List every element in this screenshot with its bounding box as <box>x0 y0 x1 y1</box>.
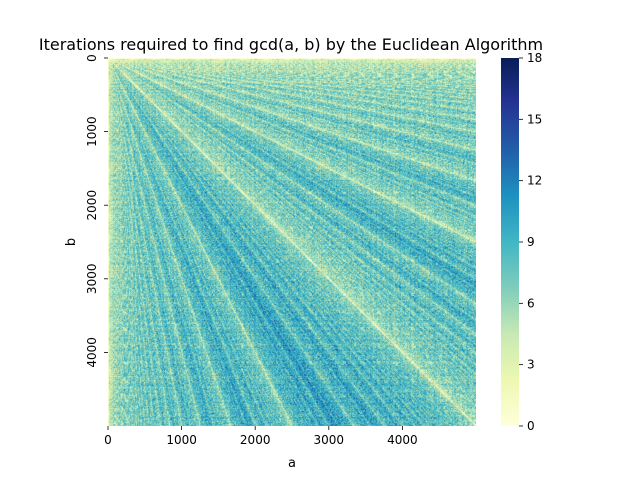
heatmap-plot-area <box>108 58 476 426</box>
y-tick-label: 1000 <box>85 116 99 147</box>
colorbar <box>501 58 519 426</box>
y-axis: 0 1000 2000 3000 4000 <box>85 54 108 368</box>
y-tick-label: 0 <box>85 54 99 62</box>
x-axis-label: a <box>288 456 296 471</box>
x-tick-label: 0 <box>104 433 112 447</box>
x-tick-label: 2000 <box>240 433 271 447</box>
colorbar-tick-label: 6 <box>527 296 535 310</box>
colorbar-tick-label: 15 <box>527 112 542 126</box>
y-tick-label: 3000 <box>85 264 99 295</box>
y-tick-label: 4000 <box>85 337 99 368</box>
x-tick-label: 1000 <box>166 433 197 447</box>
colorbar-tick-label: 12 <box>527 174 542 188</box>
heatmap-image <box>108 58 476 426</box>
y-tick-label: 2000 <box>85 190 99 221</box>
y-axis-label: b <box>64 238 79 246</box>
chart-title: Iterations required to find gcd(a, b) by… <box>39 35 543 54</box>
x-tick-label: 4000 <box>387 433 418 447</box>
x-tick-label: 3000 <box>314 433 345 447</box>
colorbar-tick-label: 18 <box>527 51 542 65</box>
colorbar-ticks: 0 3 6 9 12 15 18 <box>519 51 542 433</box>
x-axis: 0 1000 2000 3000 4000 <box>104 426 418 447</box>
colorbar-tick-label: 0 <box>527 419 535 433</box>
colorbar-tick-label: 9 <box>527 235 535 249</box>
colorbar-tick-label: 3 <box>527 358 535 372</box>
colorbar-gradient <box>501 58 519 426</box>
